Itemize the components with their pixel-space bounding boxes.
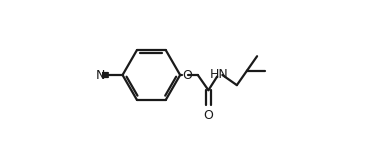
Text: N: N xyxy=(96,69,105,81)
Text: O: O xyxy=(204,108,213,122)
Text: HN: HN xyxy=(210,68,229,81)
Text: O: O xyxy=(183,69,193,81)
